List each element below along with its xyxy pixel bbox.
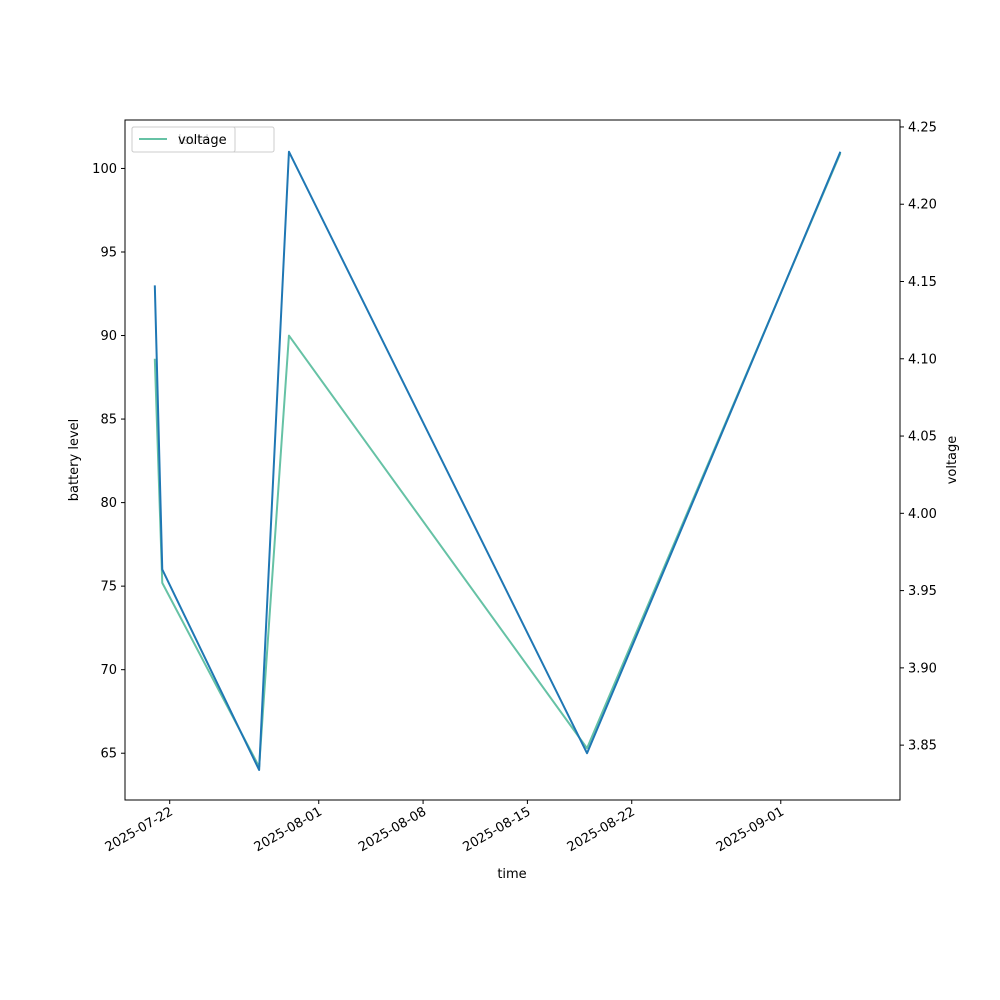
x-tick-label: 2025-08-08 <box>356 804 429 855</box>
y2-tick-label: 4.20 <box>908 198 937 213</box>
y2-tick-label: 4.15 <box>908 275 937 290</box>
y-tick-label: 95 <box>100 245 117 260</box>
y2-tick-label: 3.95 <box>908 584 937 599</box>
plot-frame <box>124 119 901 801</box>
legend-voltage-frame <box>131 126 236 153</box>
y2-tick-label: 3.85 <box>908 739 937 754</box>
y2-tick-label: 3.90 <box>908 661 937 676</box>
y2-tick-label: 4.05 <box>908 430 937 445</box>
y-axis-left: 65 70 75 80 85 90 95 100 <box>92 162 125 762</box>
y-axis-label: battery level <box>67 419 82 502</box>
x-tick-label: 2025-09-01 <box>714 804 787 855</box>
x-tick-label: 2025-08-22 <box>565 804 638 855</box>
y2-tick-label: 4.25 <box>908 120 937 135</box>
x-tick-label: 2025-08-01 <box>252 804 325 855</box>
y-tick-label: 70 <box>100 663 117 678</box>
y-tick-label: 75 <box>100 580 117 595</box>
legend-voltage: voltage <box>131 126 236 153</box>
x-tick-label: 2025-08-15 <box>460 804 533 855</box>
y-tick-label: 80 <box>100 496 117 511</box>
x-axis-label: time <box>497 867 526 882</box>
series-line-voltage <box>153 152 842 768</box>
series-layer <box>153 150 842 771</box>
legend-voltage-text: voltage <box>178 133 227 148</box>
x-tick-label: 2025-07-22 <box>103 804 176 855</box>
y-tick-label: 85 <box>100 413 117 428</box>
y-tick-label: 90 <box>100 329 117 344</box>
y-tick-label: 100 <box>92 162 117 177</box>
series-line-level <box>153 150 842 771</box>
y2-tick-label: 4.10 <box>908 352 937 367</box>
x-axis: 2025-07-22 2025-08-01 2025-08-08 2025-08-15… <box>103 800 787 855</box>
y2-tick-label: 4.00 <box>908 507 937 522</box>
y-tick-label: 65 <box>100 747 117 762</box>
y2-axis-label: voltage <box>945 436 960 485</box>
y-axis-right: 3.85 3.90 3.95 4.00 4.05 4.10 4.15 4.20 4.25 <box>900 120 937 754</box>
